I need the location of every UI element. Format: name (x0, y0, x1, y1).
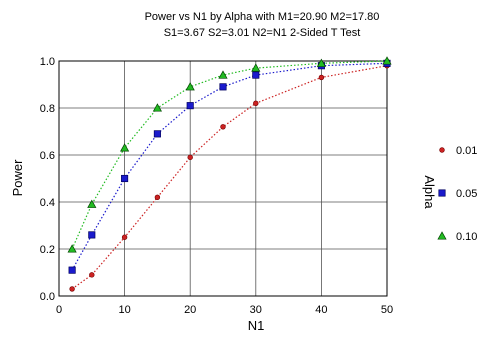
legend-label-1: 0.05 (456, 188, 477, 200)
x-tick-labels: 0 10 20 30 40 50 (56, 304, 393, 316)
plot-area (58, 60, 388, 297)
legend-title: Alpha (422, 175, 437, 209)
data-point (153, 130, 161, 138)
data-point (154, 194, 161, 201)
y-tick-label: 0.4 (40, 197, 55, 209)
x-tick-label: 30 (250, 304, 262, 316)
legend-label-2: 0.10 (456, 231, 477, 243)
series-line-2 (71, 60, 388, 250)
data-point (121, 174, 129, 183)
chart-title-line2: S1=3.67 S2=3.01 N2=N1 2-Sided T Test (164, 27, 361, 39)
data-point (382, 56, 392, 65)
legend-marker-0 (439, 147, 445, 153)
data-point (186, 102, 194, 110)
chart-title-line1: Power vs N1 by Alpha with M1=20.90 M2=17… (145, 11, 380, 23)
x-tick-label: 0 (56, 304, 62, 316)
series-line-0 (71, 65, 388, 290)
data-point (252, 71, 260, 79)
legend-label-0: 0.01 (456, 145, 477, 157)
y-axis-label: Power (10, 159, 25, 197)
data-point (220, 124, 226, 130)
y-tick-label: 0.6 (40, 150, 55, 162)
y-tick-labels: 0.0 0.2 0.4 0.6 0.8 1.0 (40, 56, 55, 303)
data-point (67, 244, 77, 253)
data-point (120, 143, 130, 152)
legend-marker-1 (438, 189, 446, 197)
y-tick-label: 0.2 (40, 244, 55, 256)
data-point (69, 286, 75, 292)
series-lines (71, 60, 388, 290)
data-point (318, 74, 325, 81)
legend-marker-2 (437, 231, 447, 240)
legend: 0.01 0.05 0.10 (437, 145, 477, 243)
data-point (316, 58, 326, 67)
y-tick-label: 0.0 (40, 291, 55, 303)
series-line-1 (71, 62, 388, 271)
data-point (152, 103, 162, 112)
series-markers (67, 56, 392, 292)
y-tick-label: 0.8 (40, 103, 55, 115)
data-point (253, 100, 259, 107)
data-point (219, 83, 227, 91)
data-point (187, 154, 193, 161)
x-tick-label: 50 (381, 304, 393, 316)
data-point (218, 70, 228, 79)
y-tick-label: 1.0 (40, 56, 55, 68)
data-point (88, 231, 96, 239)
data-point (68, 266, 76, 274)
x-axis-label: N1 (248, 318, 265, 333)
data-point (89, 272, 95, 278)
data-point (121, 234, 128, 240)
data-point (87, 199, 97, 208)
grid-lines (58, 60, 388, 297)
x-tick-label: 20 (184, 304, 196, 316)
x-tick-label: 10 (118, 304, 130, 316)
data-point (185, 82, 195, 91)
data-point (251, 63, 261, 72)
x-tick-label: 40 (315, 304, 327, 316)
